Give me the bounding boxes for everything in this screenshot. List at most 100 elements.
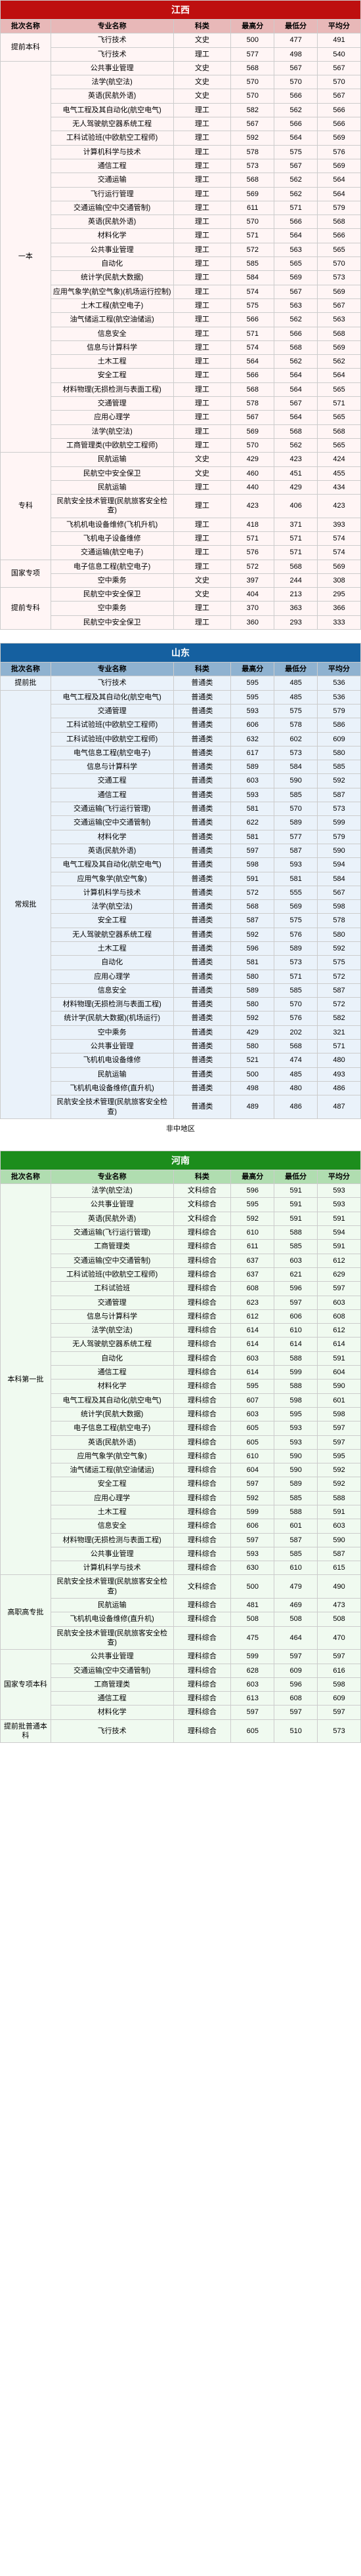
data-cell: 610 [274,1324,318,1338]
data-cell: 581 [231,802,274,816]
table-row: 英语(民航外语)普通类597587590 [1,844,361,857]
data-cell: 理科综合 [173,1561,231,1575]
data-cell: 440 [231,480,274,494]
data-cell: 文科综合 [173,1212,231,1225]
data-cell: 562 [318,355,361,369]
data-cell: 工科试验班(中欧航空工程师) [51,718,173,732]
data-cell: 普通类 [173,998,231,1012]
data-cell: 材料物理(无损检测与表面工程) [51,382,173,396]
data-cell: 585 [274,1240,318,1254]
data-cell: 572 [231,243,274,256]
data-cell: 565 [274,257,318,271]
data-cell: 理工 [173,518,231,531]
data-cell: 信息与计算科学 [51,760,173,774]
data-cell: 605 [231,1719,274,1743]
data-cell: 594 [318,858,361,872]
data-cell: 理科综合 [173,1706,231,1719]
data-cell: 理工 [173,215,231,229]
data-cell: 理科综合 [173,1477,231,1491]
data-cell: 589 [274,942,318,956]
column-header: 平均分 [318,663,361,676]
table-row: 通信工程普通类593585587 [1,788,361,802]
data-cell: 473 [318,1599,361,1612]
data-cell: 材料化学 [51,1706,173,1719]
table-row: 英语(民航外语)文科综合592591591 [1,1212,361,1225]
data-cell: 585 [274,983,318,997]
batch-cell: 一本 [1,61,51,452]
data-cell: 理科综合 [173,1664,231,1677]
data-cell: 文史 [173,75,231,89]
data-cell: 572 [318,998,361,1012]
table-row: 材料化学理科综合597597597 [1,1706,361,1719]
data-cell: 安全工程 [51,1477,173,1491]
data-cell: 612 [231,1309,274,1323]
data-cell: 理科综合 [173,1338,231,1351]
data-cell: 521 [231,1053,274,1067]
batch-cell: 提前批 [1,676,51,690]
data-cell: 交通管理 [51,397,173,411]
data-cell: 566 [274,327,318,340]
data-cell: 材料化学 [51,1380,173,1393]
data-cell: 法学(航空法) [51,1184,173,1198]
data-cell: 571 [274,546,318,560]
data-cell: 585 [274,1491,318,1505]
data-cell: 587 [231,914,274,928]
data-cell: 理科综合 [173,1463,231,1477]
data-cell: 空中乘务 [51,573,173,587]
data-cell: 587 [318,788,361,802]
data-cell: 普通类 [173,1081,231,1095]
table-row: 交通管理理工578567571 [1,397,361,411]
data-cell: 592 [318,774,361,788]
data-cell: 536 [318,690,361,704]
table-row: 公共事业管理理科综合593585587 [1,1547,361,1561]
data-cell: 573 [231,159,274,173]
data-cell: 交通运输(航空电子) [51,546,173,560]
data-cell: 474 [274,1053,318,1067]
data-cell: 民航运输 [51,1599,173,1612]
data-cell: 理科综合 [173,1612,231,1626]
table-row: 信息安全理工571566568 [1,327,361,340]
data-cell: 567 [274,61,318,75]
data-cell: 571 [274,970,318,983]
data-cell: 理科综合 [173,1267,231,1281]
data-cell: 自动化 [51,956,173,970]
data-cell: 293 [274,615,318,629]
data-cell: 592 [318,1463,361,1477]
data-cell: 575 [274,145,318,159]
data-cell: 英语(民航外语) [51,1212,173,1225]
data-cell: 交通管理 [51,1296,173,1309]
data-cell: 603 [318,1519,361,1533]
table-row: 通信工程理科综合613608609 [1,1692,361,1706]
data-cell: 480 [318,1053,361,1067]
data-cell: 工科试验班(中欧航空工程师) [51,732,173,746]
table-row: 一本公共事业管理文史568567567 [1,61,361,75]
table-row: 通信工程理科综合614599604 [1,1366,361,1380]
table-row: 民航运输理工440429434 [1,480,361,494]
data-cell: 597 [318,1282,361,1296]
table-row: 计算机科学与技术理科综合630610615 [1,1561,361,1575]
data-cell: 591 [318,1240,361,1254]
table-row: 交通运输(空中交通管制)理工611571579 [1,201,361,215]
data-cell: 593 [318,1184,361,1198]
data-cell: 609 [318,732,361,746]
data-cell: 571 [231,229,274,243]
data-cell: 580 [231,970,274,983]
column-header: 专业名称 [51,1170,173,1183]
data-cell: 569 [231,187,274,201]
data-cell: 电气工程及其自动化(航空电气) [51,103,173,117]
data-cell: 614 [318,1338,361,1351]
data-cell: 622 [231,816,274,830]
table-row: 通信工程理工573567569 [1,159,361,173]
data-cell: 580 [318,746,361,760]
data-cell: 统计学(民航大数据) [51,1407,173,1421]
table-row: 自动化理科综合603588591 [1,1351,361,1365]
data-cell: 333 [318,615,361,629]
data-cell: 565 [318,411,361,424]
data-cell: 576 [318,145,361,159]
data-cell: 575 [318,956,361,970]
data-cell: 飞机机电设备维修(直升机) [51,1612,173,1626]
data-cell: 567 [274,285,318,298]
data-cell: 理科综合 [173,1491,231,1505]
data-cell: 612 [318,1254,361,1267]
batch-cell: 提前本科 [1,33,51,62]
